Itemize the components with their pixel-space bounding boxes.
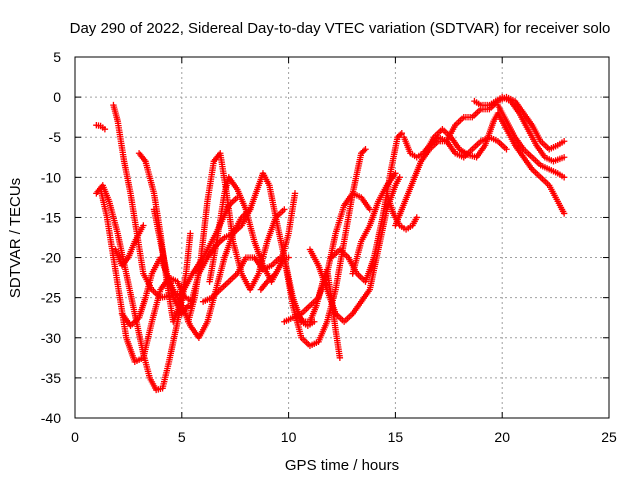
data-point-marker <box>503 146 510 153</box>
data-point-marker <box>140 222 147 229</box>
y-tick-label: -30 <box>41 330 61 346</box>
y-tick-label: -15 <box>41 209 61 225</box>
data-point-marker <box>413 214 420 221</box>
y-tick-label: -40 <box>41 410 61 426</box>
series-arc-13 <box>257 146 369 349</box>
series-arc-1 <box>93 121 109 133</box>
data-point-marker <box>396 174 403 181</box>
plot-frame <box>74 56 610 419</box>
series-arc-24 <box>494 101 568 181</box>
y-tick-label: 5 <box>53 49 61 65</box>
x-tick-label: 0 <box>71 429 79 445</box>
chart-title: Day 290 of 2022, Sidereal Day-to-day VTE… <box>70 20 611 37</box>
data-point-marker <box>336 354 344 362</box>
data-point-marker <box>398 130 406 137</box>
data-point-marker <box>397 131 404 138</box>
series-arc-23 <box>471 93 568 165</box>
series-arc-18 <box>349 170 399 277</box>
data-point-marker <box>560 138 568 145</box>
y-axis-label: SDTVAR / TECUs <box>7 178 24 298</box>
data-point-marker <box>366 206 373 213</box>
tick-labels: 0 5 10 15 20 25 5 0 -5 -10 -15 -20 -25 -30 -35 -40 <box>41 49 617 445</box>
data-point-marker <box>291 190 299 197</box>
data-point-marker <box>560 210 568 217</box>
series-arc-17 <box>328 130 406 285</box>
axis-ticks <box>74 56 610 419</box>
y-tick-label: -20 <box>41 250 61 266</box>
series-arc-12 <box>199 254 292 305</box>
y-tick-label: -10 <box>41 169 61 185</box>
series-arc-22 <box>422 109 568 217</box>
data-point-marker <box>560 154 568 161</box>
data-point-marker <box>360 147 368 154</box>
y-tick-label: -35 <box>41 370 61 386</box>
x-tick-label: 5 <box>178 429 186 445</box>
grid-lines <box>75 57 609 418</box>
series-arc-5 <box>112 222 147 269</box>
y-tick-label: -5 <box>49 129 62 145</box>
y-tick-label: 0 <box>53 89 61 105</box>
y-tick-label: -25 <box>41 290 61 306</box>
data-point-marker <box>560 174 568 181</box>
x-tick-label: 20 <box>494 429 510 445</box>
data-series <box>93 93 568 394</box>
data-point-marker <box>281 206 288 213</box>
series-arc-20 <box>392 93 568 229</box>
x-axis-label: GPS time / hours <box>285 457 399 474</box>
x-tick-label: 25 <box>601 429 617 445</box>
series-arc-11 <box>206 174 299 285</box>
x-tick-label: 15 <box>388 429 404 445</box>
series-arc-9 <box>185 150 288 325</box>
data-point-marker <box>392 170 399 177</box>
x-tick-label: 10 <box>281 429 297 445</box>
data-point-marker <box>362 146 369 153</box>
data-point-marker <box>187 230 194 237</box>
data-point-marker <box>101 126 109 133</box>
